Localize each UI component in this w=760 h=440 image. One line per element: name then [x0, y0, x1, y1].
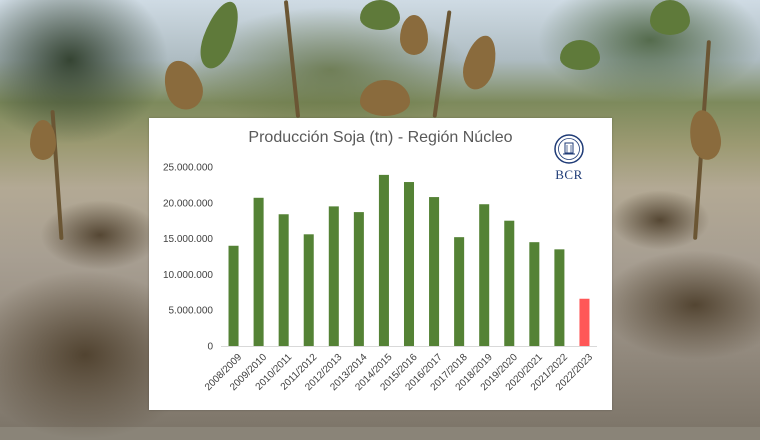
chart-card: Producción Soja (tn) - Región Núcleo BCR…: [149, 118, 612, 410]
bar-2020-2021: [529, 242, 540, 346]
y-tick-label: 10.000.000: [163, 270, 213, 281]
dry-plants-right-back: [610, 190, 710, 250]
bar-2009-2010: [253, 197, 264, 346]
dry-leaf: [30, 120, 56, 160]
green-leaf: [650, 0, 690, 35]
dry-leaf: [360, 80, 410, 116]
y-tick-label: 25.000.000: [163, 163, 213, 174]
bar-2021-2022: [554, 249, 565, 346]
bcr-logo: BCR: [549, 133, 589, 185]
bar-2014-2015: [378, 174, 389, 346]
bcr-seal-icon: [554, 134, 584, 164]
bar-2010-2011: [278, 214, 289, 346]
green-leaf: [560, 40, 600, 70]
bar-2022-2023: [579, 298, 590, 346]
bar-2018-2019: [479, 204, 490, 346]
bar-2011-2012: [303, 234, 314, 346]
bar-2019-2020: [504, 220, 515, 346]
x-axis: 2008/20092009/20102010/20112011/20122012…: [203, 352, 595, 394]
y-tick-label: 5.000.000: [169, 306, 214, 317]
dry-plants-right: [600, 250, 760, 360]
y-tick-label: 0: [207, 342, 213, 353]
bar-2008-2009: [228, 245, 239, 346]
bar-2013-2014: [353, 212, 364, 346]
bcr-logo-text: BCR: [555, 167, 583, 182]
bar-2017-2018: [454, 237, 465, 346]
bars: [228, 174, 590, 346]
y-tick-label: 20.000.000: [163, 198, 213, 209]
bar-2016-2017: [429, 197, 440, 346]
dry-leaf: [400, 15, 428, 55]
green-leaf: [360, 0, 400, 30]
y-tick-label: 15.000.000: [163, 234, 213, 245]
bar-2015-2016: [403, 182, 415, 346]
bar-2012-2013: [328, 206, 339, 346]
chart-title: Producción Soja (tn) - Región Núcleo: [248, 129, 513, 146]
bar-chart: 0 5.000.000 10.000.000 15.000.000 20.000.000…: [163, 163, 597, 394]
y-axis: 0 5.000.000 10.000.000 15.000.000 20.000.000…: [163, 163, 214, 353]
